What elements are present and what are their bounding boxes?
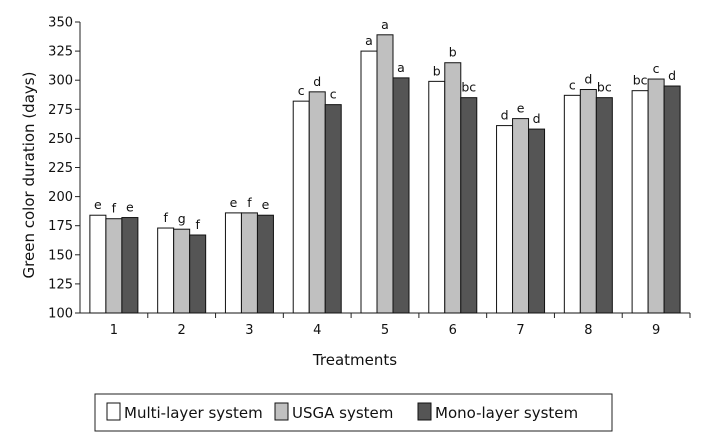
- bar-significance-label: e: [230, 195, 238, 210]
- bars: [89, 34, 681, 314]
- x-tick-label: 4: [313, 323, 321, 338]
- bar-significance-label: g: [178, 211, 186, 226]
- bar-series-3-cat-7: [528, 128, 546, 314]
- x-tick-label: 7: [516, 323, 524, 338]
- x-tick-label: 5: [381, 323, 389, 338]
- y-tick-label: 100: [48, 307, 73, 322]
- bar-significance-label: bc: [461, 80, 476, 95]
- legend-label-2: USGA system: [292, 404, 393, 422]
- bar-significance-label: b: [433, 63, 441, 78]
- y-tick-label: 275: [48, 103, 73, 118]
- y-tick-label: 200: [48, 190, 73, 205]
- bar-series-2-cat-3: [240, 212, 258, 314]
- y-tick-label: 175: [48, 219, 73, 234]
- bar-significance-label: a: [365, 33, 373, 48]
- bar-series-2-cat-5: [376, 34, 394, 314]
- bar-series-2-cat-1: [105, 218, 123, 314]
- axes: 100 125 150 175 200 225 250 275 300 325 350 1 2 3 4 5 6 7…: [48, 16, 691, 338]
- y-axis-title: Green color duration (days): [20, 72, 38, 279]
- bar-series-3-cat-2: [189, 234, 207, 314]
- bar-series-1-cat-1: [89, 214, 107, 314]
- x-axis-title: Treatments: [312, 351, 397, 369]
- bar-significance-label: bc: [633, 73, 648, 88]
- bar-series-3-cat-1: [121, 217, 139, 314]
- bar-series-2-cat-8: [579, 89, 597, 314]
- bar-series-3-cat-4: [324, 104, 342, 314]
- legend-swatch-1: [106, 402, 121, 421]
- bar-series-1-cat-5: [360, 50, 378, 314]
- bar-significance-label: f: [112, 201, 117, 216]
- bar-significance-label: b: [449, 45, 457, 60]
- bar-series-1-cat-2: [157, 227, 175, 314]
- bar-series-2-cat-4: [308, 91, 326, 314]
- bar-significance-label: e: [126, 200, 134, 215]
- bar-series-1-cat-8: [563, 94, 581, 314]
- y-tick-label: 300: [48, 74, 73, 89]
- bar-significance-label: f: [195, 217, 200, 232]
- bar-significance-label: d: [668, 68, 676, 83]
- bar-series-1-cat-9: [631, 90, 649, 314]
- bar-series-3-cat-8: [595, 97, 613, 314]
- bar-significance-label: c: [653, 61, 660, 76]
- bar-series-2-cat-2: [173, 228, 191, 314]
- legend-label-3: Mono-layer system: [435, 404, 578, 422]
- x-tick-label: 2: [178, 323, 186, 338]
- bar-significance-label: d: [584, 72, 592, 87]
- legend-frame: [94, 393, 613, 432]
- bar-series-3-cat-5: [392, 77, 410, 314]
- bar-significance-label: e: [517, 101, 525, 116]
- bar-significance-label: d: [533, 111, 541, 126]
- y-tick-label: 325: [48, 45, 73, 60]
- bar-series-3-cat-9: [663, 85, 681, 314]
- bar-significance-label: c: [569, 77, 576, 92]
- legend-swatch-2: [274, 402, 289, 421]
- bar-series-3-cat-6: [460, 97, 478, 314]
- bar-significance-label: e: [262, 197, 270, 212]
- x-tick-label: 9: [652, 323, 660, 338]
- bar-series-2-cat-9: [647, 78, 665, 314]
- bar-series-3-cat-3: [256, 214, 274, 314]
- bar-significance-label: d: [501, 108, 509, 123]
- bar-series-1-cat-6: [428, 80, 446, 314]
- bar-significance-label: f: [163, 210, 168, 225]
- bar-series-1-cat-7: [496, 125, 514, 314]
- legend-swatch-3: [417, 402, 432, 421]
- bar-significance-label: d: [313, 74, 321, 89]
- bar-significance-label: c: [330, 87, 337, 102]
- legend: Multi-layer system USGA system Mono-layer …: [94, 393, 613, 432]
- y-tick-label: 125: [48, 277, 73, 292]
- bar-significance-label: a: [397, 60, 405, 75]
- y-tick-label: 225: [48, 161, 73, 176]
- x-tick-label: 3: [245, 323, 253, 338]
- legend-label-1: Multi-layer system: [124, 404, 263, 422]
- bar-significance-label: a: [381, 17, 389, 32]
- x-tick-label: 6: [449, 323, 457, 338]
- bar-series-2-cat-6: [444, 62, 462, 314]
- bar-significance-label: f: [247, 195, 252, 210]
- bar-significance-label: c: [298, 83, 305, 98]
- bar-significance-label: bc: [597, 80, 612, 95]
- bar-series-1-cat-4: [292, 100, 310, 314]
- y-tick-label: 250: [48, 132, 73, 147]
- x-tick-label: 1: [110, 323, 118, 338]
- bar-series-1-cat-3: [224, 212, 242, 314]
- y-tick-label: 350: [48, 16, 73, 31]
- y-tick-label: 150: [48, 248, 73, 263]
- bar-series-2-cat-7: [512, 118, 530, 314]
- x-tick-label: 8: [584, 323, 592, 338]
- bar-significance-label: e: [94, 197, 102, 212]
